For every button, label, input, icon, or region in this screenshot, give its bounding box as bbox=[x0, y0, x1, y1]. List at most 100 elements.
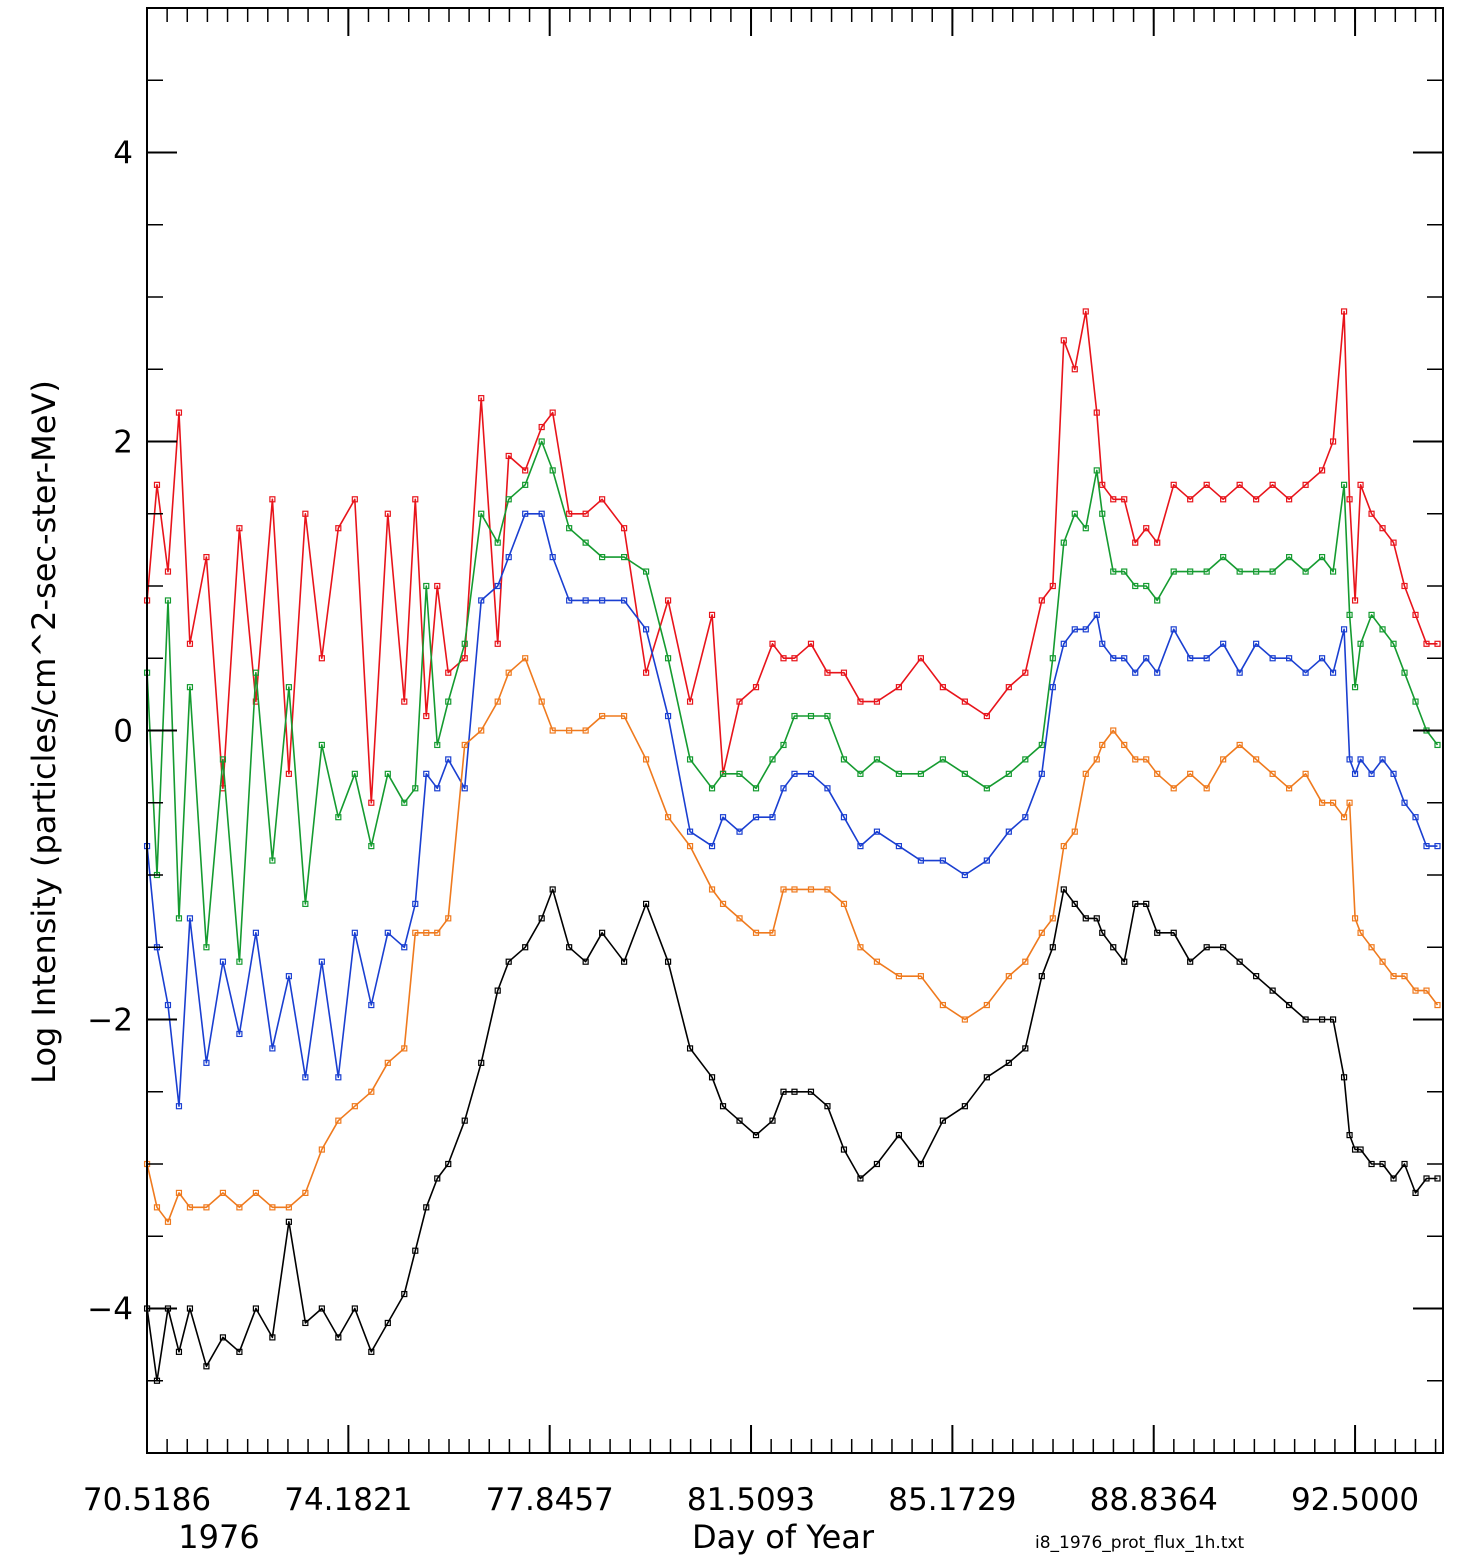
data-point bbox=[285, 1218, 292, 1225]
data-point bbox=[939, 1117, 946, 1124]
data-point bbox=[643, 669, 650, 676]
data-point bbox=[335, 525, 342, 532]
data-point bbox=[368, 1001, 375, 1009]
data-point bbox=[1340, 1074, 1348, 1081]
data-point bbox=[461, 640, 468, 647]
data-point bbox=[1253, 568, 1260, 575]
data-point bbox=[1379, 958, 1386, 965]
series-3 bbox=[143, 510, 1441, 1110]
data-point bbox=[566, 727, 573, 734]
data-point bbox=[1132, 582, 1139, 590]
data-point bbox=[153, 1204, 161, 1211]
data-point bbox=[1286, 496, 1293, 503]
data-point bbox=[1049, 915, 1056, 922]
data-point bbox=[582, 539, 589, 546]
data-point bbox=[505, 669, 512, 676]
data-point bbox=[1121, 496, 1128, 503]
data-point bbox=[1423, 640, 1430, 647]
data-point bbox=[1412, 698, 1419, 705]
data-point bbox=[549, 886, 556, 893]
data-point bbox=[736, 828, 743, 835]
data-point bbox=[1022, 814, 1029, 821]
data-point bbox=[840, 814, 848, 821]
data-point bbox=[1022, 756, 1029, 763]
data-point bbox=[1071, 900, 1078, 908]
data-point bbox=[478, 395, 485, 402]
year-label: 1976 bbox=[178, 1518, 259, 1556]
data-point bbox=[917, 1160, 924, 1168]
data-point bbox=[961, 1016, 968, 1023]
data-point bbox=[1060, 886, 1067, 893]
series-line bbox=[146, 888, 1438, 1382]
data-point bbox=[1082, 626, 1089, 633]
data-point bbox=[1049, 582, 1056, 590]
data-point bbox=[840, 669, 848, 676]
data-point bbox=[791, 886, 798, 893]
data-point bbox=[186, 915, 194, 922]
data-point bbox=[1269, 568, 1276, 575]
data-point bbox=[1423, 987, 1430, 994]
data-point bbox=[445, 669, 452, 676]
data-point bbox=[252, 1189, 259, 1197]
data-point bbox=[434, 785, 441, 792]
data-point bbox=[505, 553, 512, 561]
data-point bbox=[599, 553, 606, 561]
data-point bbox=[494, 539, 501, 546]
data-point bbox=[269, 857, 276, 864]
data-point bbox=[1132, 669, 1139, 676]
data-point bbox=[895, 973, 903, 980]
data-point bbox=[1357, 1146, 1364, 1153]
data-point bbox=[1286, 1001, 1293, 1009]
data-point bbox=[939, 684, 946, 691]
data-point bbox=[1236, 958, 1243, 965]
data-point bbox=[807, 770, 815, 777]
data-point bbox=[1060, 337, 1067, 344]
data-point bbox=[939, 857, 946, 864]
data-point bbox=[1302, 1016, 1309, 1023]
data-point bbox=[873, 698, 881, 705]
data-point bbox=[1121, 568, 1128, 575]
data-point bbox=[1368, 611, 1375, 619]
data-point bbox=[824, 712, 831, 720]
data-point bbox=[686, 842, 694, 850]
data-point bbox=[236, 1348, 243, 1355]
data-point bbox=[401, 1045, 408, 1052]
data-point bbox=[522, 510, 529, 517]
data-point bbox=[1412, 987, 1419, 994]
data-point bbox=[752, 929, 760, 936]
data-point bbox=[664, 655, 672, 662]
data-point bbox=[335, 814, 342, 821]
plot-frame bbox=[146, 7, 1444, 1454]
data-point bbox=[1187, 568, 1194, 575]
data-point bbox=[873, 1160, 881, 1168]
data-point bbox=[445, 915, 452, 922]
data-point bbox=[1005, 684, 1012, 691]
series-layer bbox=[143, 308, 1441, 1384]
data-point bbox=[549, 467, 556, 474]
data-point bbox=[461, 741, 468, 749]
data-point bbox=[1143, 582, 1150, 590]
data-point bbox=[1005, 1059, 1012, 1066]
data-point bbox=[582, 597, 589, 604]
data-point bbox=[1236, 669, 1243, 676]
data-point bbox=[164, 1001, 172, 1009]
data-point bbox=[1346, 756, 1353, 763]
data-point bbox=[351, 1103, 358, 1110]
data-point bbox=[1022, 669, 1029, 676]
data-point bbox=[664, 814, 672, 821]
data-point bbox=[401, 944, 408, 951]
data-point bbox=[791, 1088, 798, 1095]
data-point bbox=[186, 1305, 194, 1312]
data-point bbox=[708, 842, 716, 850]
data-point bbox=[423, 770, 430, 777]
data-point bbox=[1236, 741, 1243, 749]
data-point bbox=[621, 712, 628, 720]
data-point bbox=[1253, 973, 1260, 980]
data-point bbox=[708, 886, 716, 893]
data-point bbox=[219, 958, 227, 965]
data-point bbox=[1170, 785, 1177, 792]
y-tick-label: 4 bbox=[113, 136, 133, 172]
data-point bbox=[318, 1146, 325, 1153]
data-point bbox=[203, 553, 210, 561]
data-point bbox=[566, 597, 573, 604]
